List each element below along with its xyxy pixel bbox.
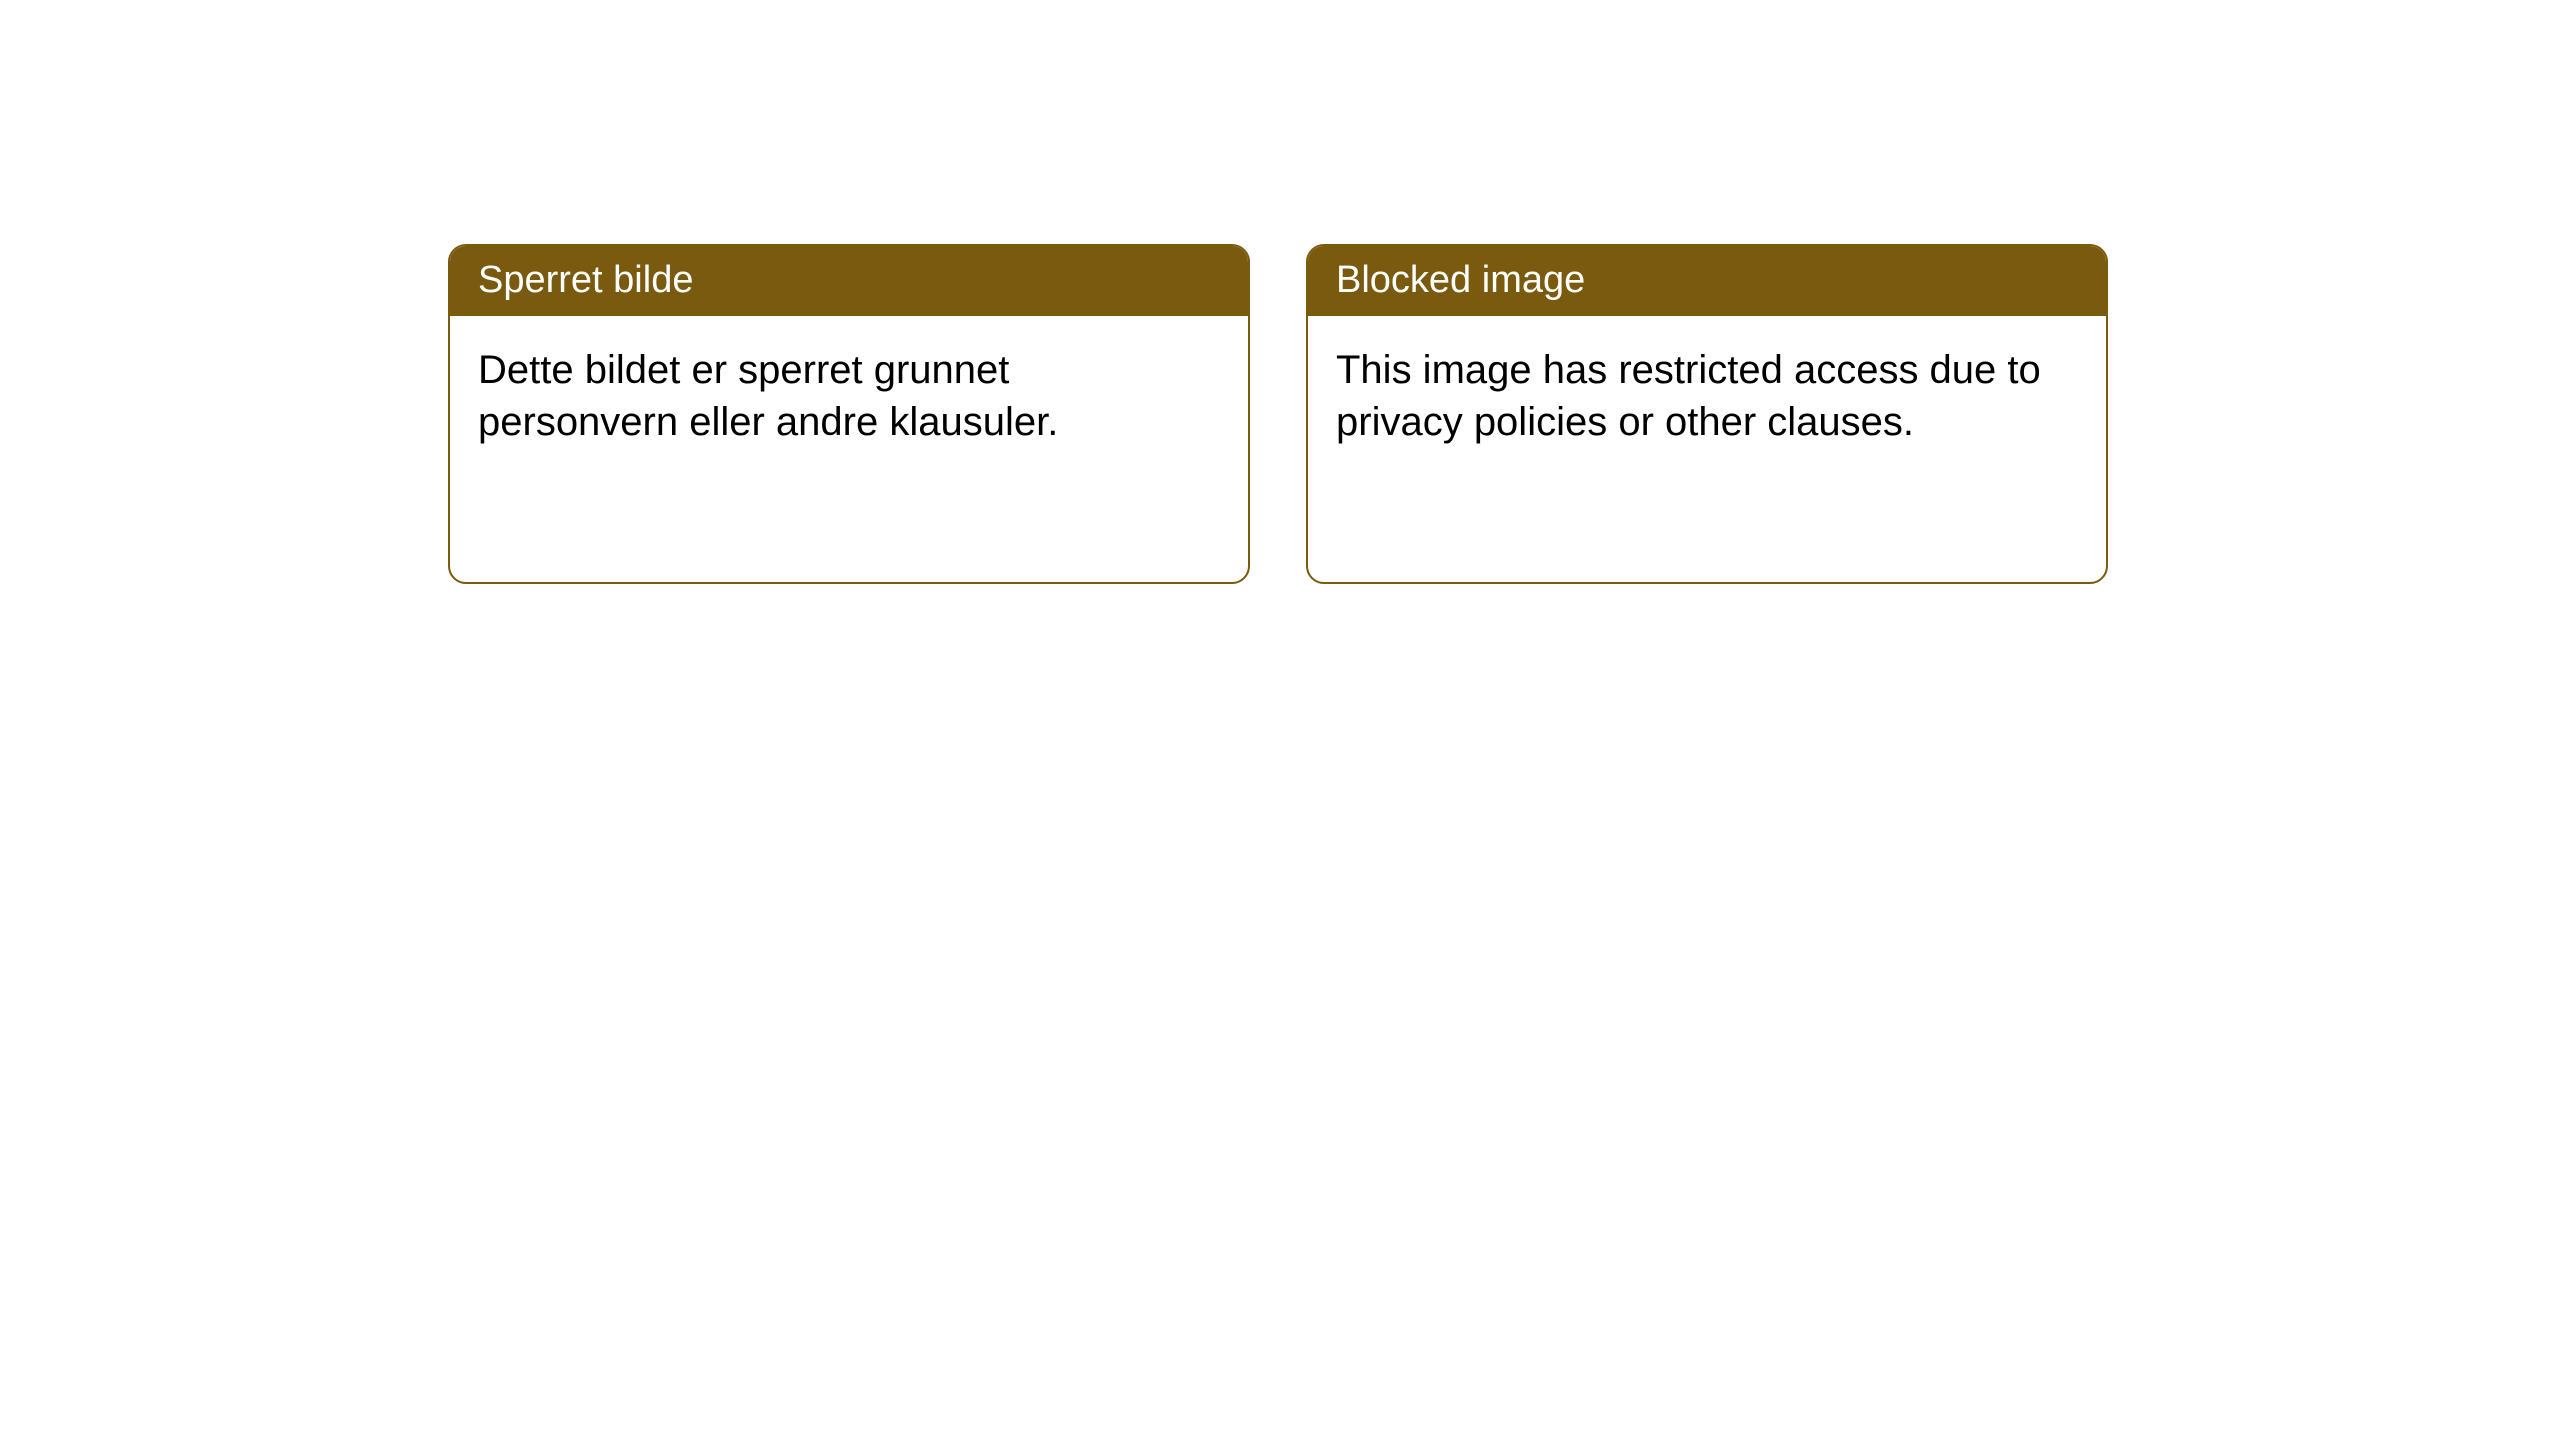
notice-card-english: Blocked image This image has restricted … [1306,244,2108,584]
notice-card-container: Sperret bilde Dette bildet er sperret gr… [448,244,2108,584]
notice-card-title: Sperret bilde [450,246,1248,316]
notice-card-norwegian: Sperret bilde Dette bildet er sperret gr… [448,244,1250,584]
notice-card-body: This image has restricted access due to … [1308,316,2106,478]
notice-card-title: Blocked image [1308,246,2106,316]
notice-card-body: Dette bildet er sperret grunnet personve… [450,316,1248,478]
